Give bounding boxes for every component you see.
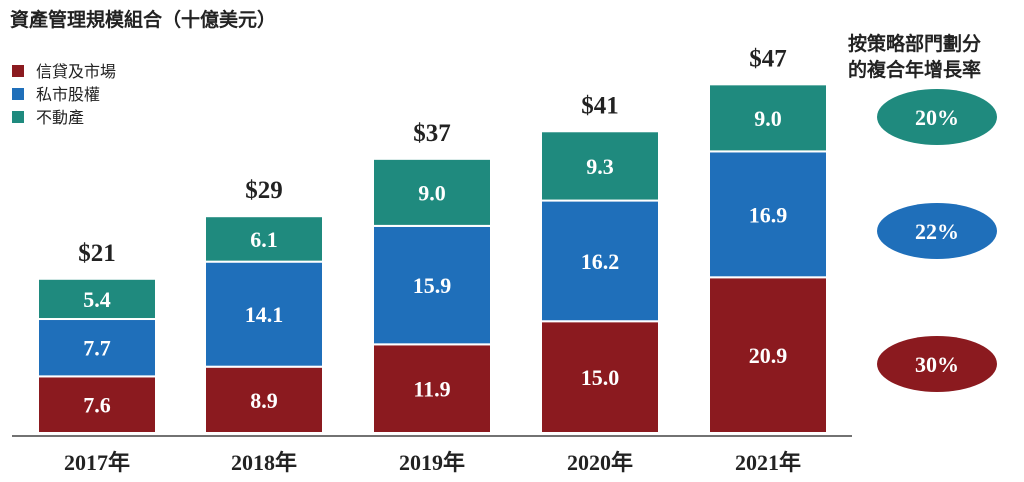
bar-segment [708, 83, 828, 153]
bar-segment-label: 9.0 [754, 106, 782, 131]
bar-segment-label: 14.1 [245, 302, 284, 327]
cagr-oval [877, 89, 997, 145]
bar-segment [372, 224, 492, 346]
bar-segment-label: 9.3 [586, 154, 614, 179]
legend: 信貸及市場 私市股權 不動產 [12, 62, 116, 127]
bar-segment-label: 7.6 [83, 393, 111, 418]
bar-segment [204, 215, 324, 263]
x-tick-label: 2021年 [735, 450, 801, 475]
legend-swatch-real-estate [12, 111, 24, 123]
cagr-panel: 按策略部門劃分 的複合年增長率 20% 22% 30% [848, 32, 997, 392]
cagr-oval [877, 203, 997, 259]
bar-segment [540, 320, 660, 434]
legend-label-private-equity: 私市股權 [36, 85, 100, 104]
cagr-title-line-2: 的複合年增長率 [848, 58, 981, 81]
legend-swatch-private-equity [12, 88, 24, 100]
bar-segment-label: 11.9 [413, 377, 450, 402]
bar-segment-label: 15.9 [413, 273, 452, 298]
x-tick-label: 2018年 [231, 450, 297, 475]
bar-segment [37, 318, 157, 378]
bar-segment-label: 9.0 [418, 180, 446, 205]
x-tick-label: 2020年 [567, 450, 633, 475]
bar-segment-label: 20.9 [749, 343, 788, 368]
cagr-title-line-1: 按策略部門劃分 [848, 32, 981, 55]
bar-segment [372, 343, 492, 434]
bar-total-label: $47 [749, 45, 787, 72]
bar-segment [37, 375, 157, 435]
bar-segment [540, 199, 660, 323]
bar-total-label: $37 [413, 120, 451, 147]
cagr-value-label: 22% [915, 219, 959, 244]
bar-segment-label: 8.9 [250, 388, 278, 413]
bar-segment [37, 277, 157, 321]
bar-segment-label: 7.7 [83, 336, 111, 361]
bar-segment [372, 157, 492, 227]
x-tick-label: 2019年 [399, 450, 465, 475]
bar-total-label: $21 [78, 240, 116, 267]
bar-segment-label: 16.9 [749, 202, 788, 227]
bar-total-label: $29 [245, 177, 283, 204]
cagr-oval [877, 336, 997, 392]
bar-segment-label: 15.0 [581, 365, 620, 390]
bar-total-label: $41 [581, 92, 619, 119]
bar-segment [204, 260, 324, 368]
bar-segment-label: 6.1 [250, 227, 278, 252]
bar-segment [540, 130, 660, 202]
legend-label-credit: 信貸及市場 [36, 62, 116, 81]
legend-swatch-credit [12, 65, 24, 77]
bar-segment [204, 365, 324, 435]
cagr-value-label: 30% [915, 352, 959, 377]
bar-segment [708, 276, 828, 435]
x-tick-label: 2017年 [64, 450, 130, 475]
bar-segment-label: 16.2 [581, 249, 620, 274]
bars-group: 7.6 7.7 5.4 $21 2017年 8.9 14.1 6.1 $29 2018年 11.9 1… [37, 45, 828, 475]
cagr-value-label: 20% [915, 105, 959, 130]
bar-segment-label: 5.4 [83, 287, 111, 312]
legend-label-real-estate: 不動產 [36, 108, 84, 127]
chart-title: 資產管理規模組合（十億美元） [10, 8, 276, 31]
